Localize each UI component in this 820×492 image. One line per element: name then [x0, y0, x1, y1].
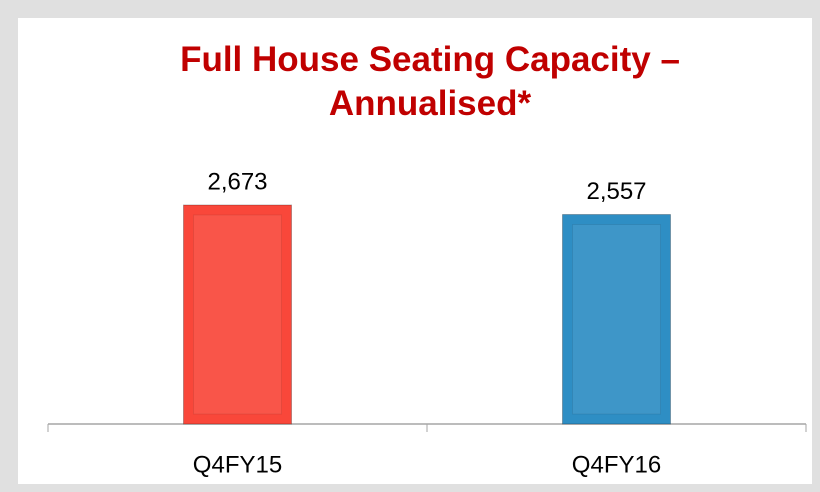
- x-tick-label: Q4FY16: [572, 451, 661, 478]
- chart-panel: [18, 18, 812, 484]
- bar-bevel: [193, 214, 282, 415]
- data-label: 2,673: [207, 168, 267, 195]
- bar: [562, 214, 671, 425]
- x-tick-label: Q4FY15: [193, 451, 282, 478]
- data-label: 2,557: [586, 178, 646, 205]
- bar: [183, 204, 292, 425]
- bar-bevel: [572, 224, 661, 415]
- chart-title: Full House Seating Capacity – Annualised…: [180, 40, 680, 123]
